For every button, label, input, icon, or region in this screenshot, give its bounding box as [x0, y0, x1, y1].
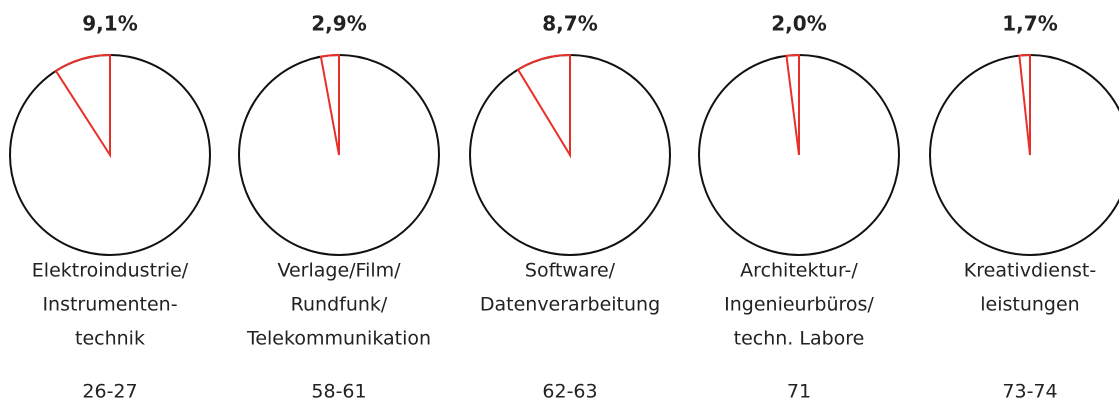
category-label: Telekommunikation	[246, 328, 431, 350]
percent-label: 2,0%	[771, 12, 826, 36]
category-label: Verlage/Film/	[277, 260, 401, 282]
code-label: 58-61	[311, 381, 366, 403]
category-label: Architektur-/	[740, 260, 858, 282]
pie-slice	[54, 53, 111, 159]
code-label: 73-74	[1002, 381, 1057, 403]
code-label: 71	[787, 381, 811, 403]
category-label: Kreativdienst-	[964, 260, 1096, 282]
code-label: 26-27	[82, 381, 137, 403]
category-label: technik	[75, 328, 145, 350]
percent-label: 8,7%	[542, 12, 597, 36]
pie-slice	[319, 53, 340, 156]
category-label: Instrumenten-	[42, 294, 177, 316]
code-label: 62-63	[542, 381, 597, 403]
category-label: techn. Labore	[734, 328, 865, 350]
pie-slice	[1018, 53, 1031, 156]
category-label: Ingenieurbüros/	[724, 294, 874, 316]
percent-label: 2,9%	[311, 12, 366, 36]
pie-outline	[929, 54, 1119, 256]
category-label: Datenverarbeitung	[480, 294, 660, 316]
percent-label: 1,7%	[1002, 12, 1057, 36]
category-label: Rundfunk/	[291, 294, 388, 316]
pie-slice	[516, 53, 571, 159]
pie-slice	[785, 53, 800, 156]
category-label: Elektroindustrie/	[32, 260, 189, 282]
category-label: Software/	[525, 260, 616, 282]
category-label: leistungen	[980, 294, 1079, 316]
percent-label: 9,1%	[82, 12, 137, 36]
